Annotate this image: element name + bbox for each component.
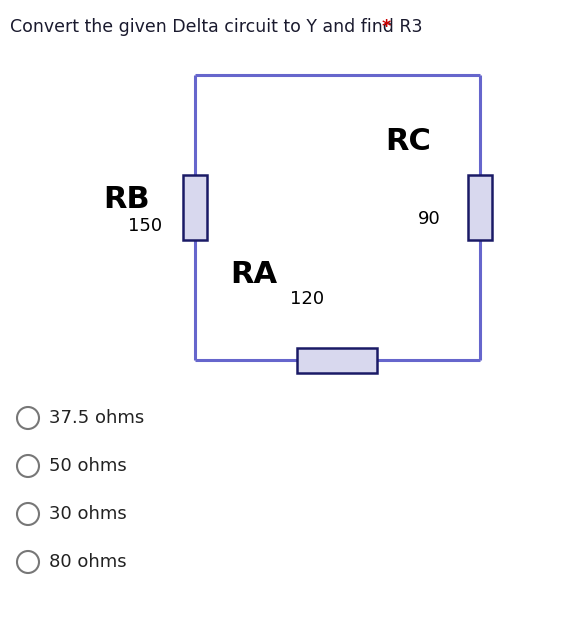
Text: 150: 150 [128,217,162,235]
Text: 80 ohms: 80 ohms [49,553,127,571]
Text: 120: 120 [290,290,324,308]
Text: RB: RB [103,185,149,214]
Text: 37.5 ohms: 37.5 ohms [49,409,144,427]
Bar [183,175,207,240]
Text: *: * [382,18,391,36]
Text: 90: 90 [418,210,441,228]
Text: 50 ohms: 50 ohms [49,457,127,475]
Text: 30 ohms: 30 ohms [49,505,127,523]
Text: RC: RC [385,127,431,156]
Bar [297,348,377,373]
Text: Convert the given Delta circuit to Y and find R3: Convert the given Delta circuit to Y and… [10,18,428,36]
Bar [468,175,492,240]
Text: RA: RA [230,260,277,289]
